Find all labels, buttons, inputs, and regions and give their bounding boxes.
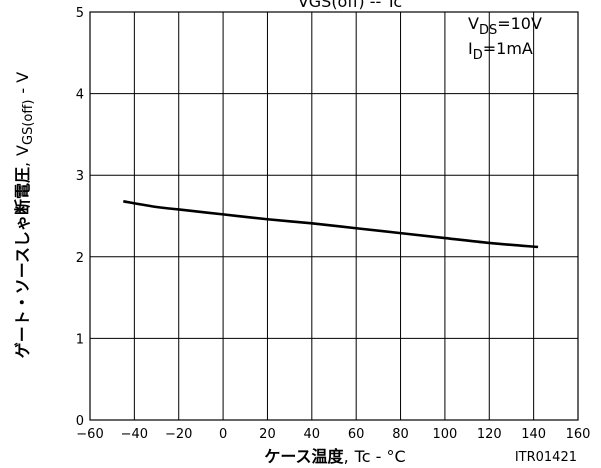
x-tick-label: 60	[348, 427, 365, 442]
y-axis-label: ゲート・ソースしゃ断電圧,VGS(off)- V	[13, 72, 36, 359]
y-tick-label: 5	[76, 6, 84, 21]
y-tick-label: 0	[76, 414, 84, 429]
x-axis-label: ケース温度, Tc - °C	[264, 447, 405, 466]
x-tick-label: 160	[566, 427, 591, 442]
x-tick-label: −40	[121, 427, 148, 442]
x-tick-label: −60	[76, 427, 103, 442]
x-tick-label: −20	[165, 427, 192, 442]
condition-vds: VDS=10V	[468, 14, 542, 38]
x-tick-label: 120	[477, 427, 502, 442]
condition-id: ID=1mA	[468, 39, 533, 63]
x-tick-label: 20	[259, 427, 276, 442]
x-tick-label: 100	[432, 427, 457, 442]
chart-title: VGS(off) -- Tc	[298, 0, 402, 11]
figure-code: ITR01421	[515, 450, 577, 465]
x-tick-labels: −60 −40 −20 0 20 40 60 80 100 120 140 160	[76, 427, 590, 442]
x-tick-label: 80	[392, 427, 409, 442]
y-tick-label: 4	[76, 88, 84, 103]
x-tick-label: 0	[219, 427, 227, 442]
plot-frame	[89, 11, 579, 421]
series-line	[123, 200, 539, 249]
y-tick-label: 1	[76, 332, 84, 347]
y-tick-labels: 0 1 2 3 4 5	[76, 6, 84, 429]
conditions-box: VDS=10V ID=1mA	[468, 14, 542, 63]
plot-grid	[89, 11, 579, 421]
x-tick-label: 140	[521, 427, 546, 442]
y-tick-label: 3	[76, 169, 84, 184]
y-tick-label: 2	[76, 251, 84, 266]
x-tick-label: 40	[304, 427, 321, 442]
